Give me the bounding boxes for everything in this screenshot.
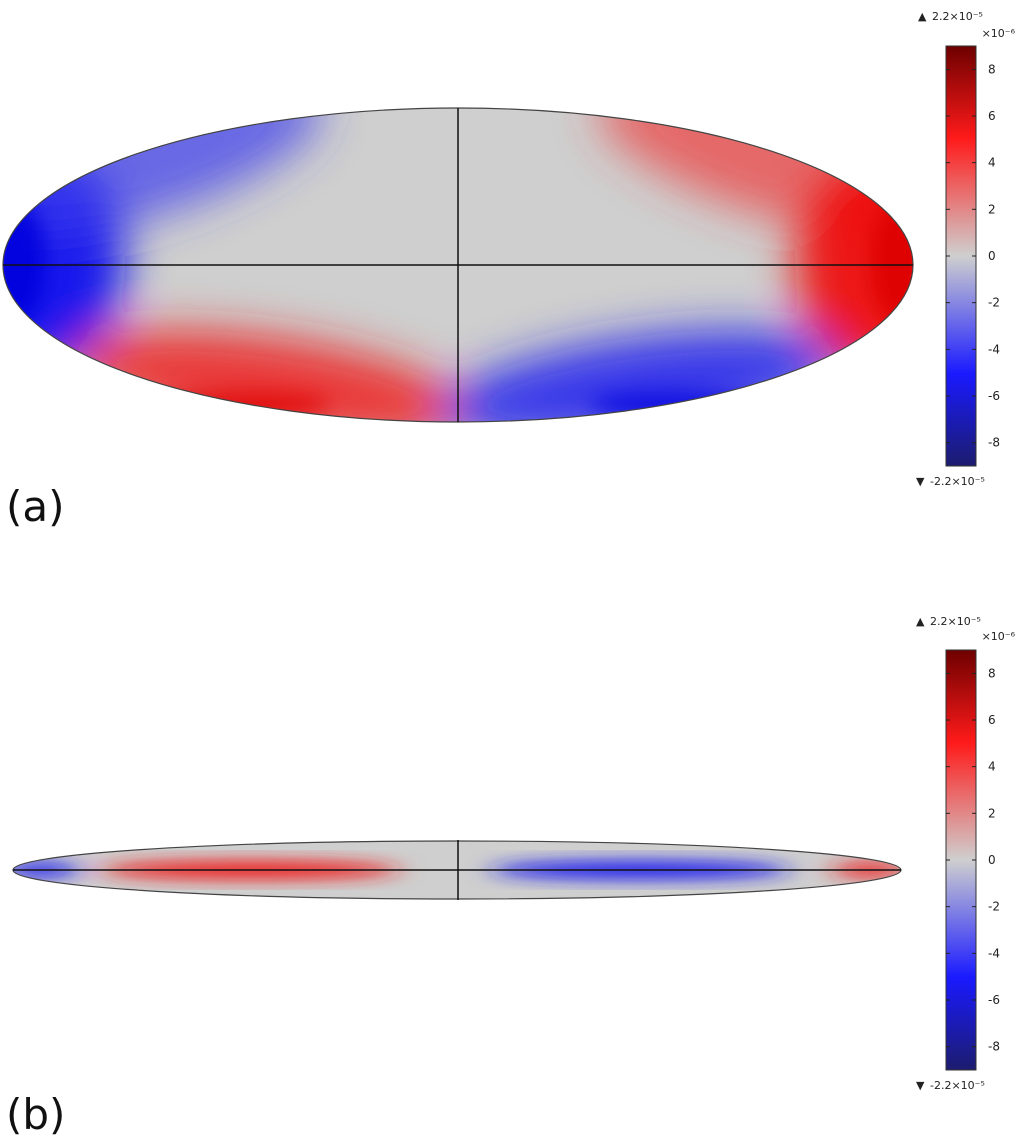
colorbar-max-marker-b: ▲ [916,615,925,628]
colorbar-tick-label-b: 6 [988,713,996,727]
colorbar-tick-label-a: 2 [988,202,996,216]
colorbar-gradient-a [945,45,977,467]
panel-label-a: (a) [6,482,65,531]
colorbar-multiplier-a: ×10⁻⁶ [982,27,1016,40]
colorbar-tick-label-a: -4 [988,342,1000,356]
colorbar-tick-label-a: 6 [988,109,996,123]
colorbar-tick-label-b: 0 [988,853,996,867]
colorbar-tick-label-a: 0 [988,249,996,263]
colorbar-min-marker-a: ▼ [916,475,925,488]
colorbar-max-label-b: 2.2×10⁻⁵ [930,615,981,628]
colorbar-tick-label-b: -8 [988,1040,1000,1054]
colorbar-tick-label-b: 4 [988,760,996,774]
colorbar-tick-label-b: -4 [988,946,1000,960]
colorbar-max-marker-a: ▲ [918,10,927,23]
colorbar-a: ▲ 2.2×10⁻⁵ ×10⁻⁶ 8 6 4 2 0 -2 -4 -6 -8 ▼ -2.2×10… [916,10,1016,488]
colorbar-tick-label-a: -2 [988,296,1000,310]
colorbar-min-label-a: -2.2×10⁻⁵ [930,475,985,488]
colorbar-multiplier-b: ×10⁻⁶ [982,630,1016,643]
panel-a-plot: ▲ 2.2×10⁻⁵ ×10⁻⁶ 8 6 4 2 0 -2 -4 -6 -8 ▼ -2.2×10… [2,10,1016,488]
colorbar-tick-label-a: -8 [988,436,1000,450]
colorbar-tick-label-b: 2 [988,806,996,820]
panel-label-b: (b) [6,1090,66,1139]
panel-b-plot: ▲ 2.2×10⁻⁵ ×10⁻⁶ 8 6 4 2 0 -2 -4 -6 -8 ▼ -2.2×10… [12,615,1016,1092]
colorbar-tick-label-b: 8 [988,666,996,680]
colorbar-tick-label-a: 8 [988,62,996,76]
colorbar-tick-label-a: 4 [988,156,996,170]
panel-a: ▲ 2.2×10⁻⁵ ×10⁻⁶ 8 6 4 2 0 -2 -4 -6 -8 ▼ -2.2×10… [0,0,1025,560]
colorbar-tick-label-a: -6 [988,389,1000,403]
colorbar-tick-label-b: -2 [988,900,1000,914]
colorbar-tick-label-b: -6 [988,993,1000,1007]
colorbar-min-marker-b: ▼ [916,1079,925,1092]
panel-b: ▲ 2.2×10⁻⁵ ×10⁻⁶ 8 6 4 2 0 -2 -4 -6 -8 ▼ -2.2×10… [0,600,1025,1143]
colorbar-b: ▲ 2.2×10⁻⁵ ×10⁻⁶ 8 6 4 2 0 -2 -4 -6 -8 ▼ -2.2×10… [916,615,1016,1092]
colorbar-max-label-a: 2.2×10⁻⁵ [932,10,983,23]
colorbar-gradient-b [945,649,977,1071]
colorbar-min-label-b: -2.2×10⁻⁵ [930,1079,985,1092]
